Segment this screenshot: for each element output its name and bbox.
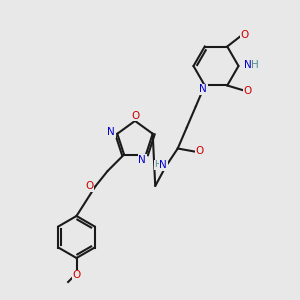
Text: H: H — [251, 59, 259, 70]
Text: N: N — [107, 127, 115, 137]
Text: N: N — [160, 160, 167, 170]
Text: O: O — [131, 110, 139, 121]
Text: O: O — [241, 29, 249, 40]
Text: O: O — [72, 270, 81, 280]
Text: N: N — [244, 59, 252, 70]
Text: O: O — [244, 86, 252, 97]
Text: N: N — [200, 84, 207, 94]
Text: H: H — [154, 160, 161, 169]
Text: O: O — [85, 181, 94, 191]
Text: N: N — [139, 155, 146, 165]
Text: O: O — [196, 146, 204, 157]
